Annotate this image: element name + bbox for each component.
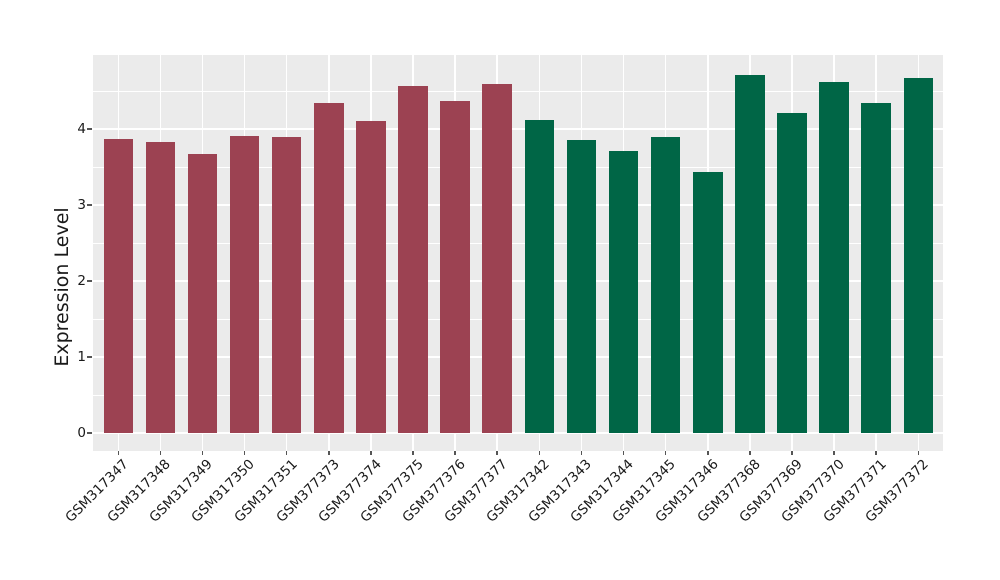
bar — [398, 85, 428, 433]
gridline-minor-horizontal — [93, 394, 943, 396]
x-axis-tick — [833, 451, 835, 455]
bar — [566, 139, 597, 433]
x-axis-tick — [117, 451, 120, 455]
bar — [229, 135, 260, 433]
gridline-minor-horizontal — [93, 90, 943, 92]
x-axis-tick — [875, 451, 877, 455]
gridline-major-horizontal — [93, 204, 943, 206]
y-axis-tick — [87, 432, 92, 434]
bar — [187, 154, 218, 433]
bar — [903, 78, 934, 433]
plot-panel — [93, 55, 943, 451]
x-axis-tick — [159, 451, 162, 455]
bar — [735, 75, 765, 433]
bar — [608, 151, 639, 433]
y-axis-tick — [87, 204, 92, 206]
x-axis-tick — [580, 451, 583, 455]
bar — [650, 136, 681, 433]
bar — [314, 103, 344, 433]
gridline-major-horizontal — [93, 432, 943, 434]
bar — [777, 113, 807, 433]
x-axis-tick — [917, 451, 920, 455]
x-axis-tick — [749, 451, 751, 455]
x-axis-tick — [412, 451, 414, 455]
x-axis-tick — [791, 451, 793, 455]
bar — [861, 103, 891, 433]
bar — [103, 138, 134, 433]
y-axis-tick — [87, 128, 92, 130]
gridline-major-horizontal — [93, 356, 943, 358]
x-axis-tick — [664, 451, 667, 455]
y-axis-label: 0 — [77, 425, 86, 441]
x-axis-tick — [201, 451, 204, 455]
bar — [271, 137, 302, 433]
bar — [524, 119, 555, 433]
y-axis-tick — [87, 356, 92, 358]
bar — [693, 172, 723, 433]
bar — [145, 141, 176, 433]
x-axis-tick — [538, 451, 541, 455]
x-axis-tick — [243, 451, 246, 455]
y-axis-tick — [87, 280, 92, 282]
gridline-minor-horizontal — [93, 166, 943, 168]
gridline-minor-horizontal — [93, 242, 943, 244]
gridline-major-horizontal — [93, 128, 943, 130]
x-axis-tick — [496, 451, 498, 455]
y-axis-label: 2 — [77, 273, 86, 289]
bar — [482, 84, 512, 433]
x-axis-tick — [622, 451, 625, 455]
y-axis-label: 4 — [77, 121, 86, 137]
x-axis-tick — [328, 451, 330, 455]
y-axis-title: Expression Level — [51, 207, 73, 367]
y-axis-label: 3 — [77, 197, 86, 213]
x-axis-tick — [454, 451, 456, 455]
bar — [440, 100, 470, 433]
gridline-major-horizontal — [93, 280, 943, 282]
y-axis-label: 1 — [77, 349, 86, 365]
x-axis-tick — [707, 451, 709, 455]
gridline-minor-horizontal — [93, 318, 943, 320]
x-axis-tick — [285, 451, 288, 455]
x-axis-tick — [370, 451, 372, 455]
bar — [356, 120, 386, 433]
bar — [819, 81, 849, 433]
